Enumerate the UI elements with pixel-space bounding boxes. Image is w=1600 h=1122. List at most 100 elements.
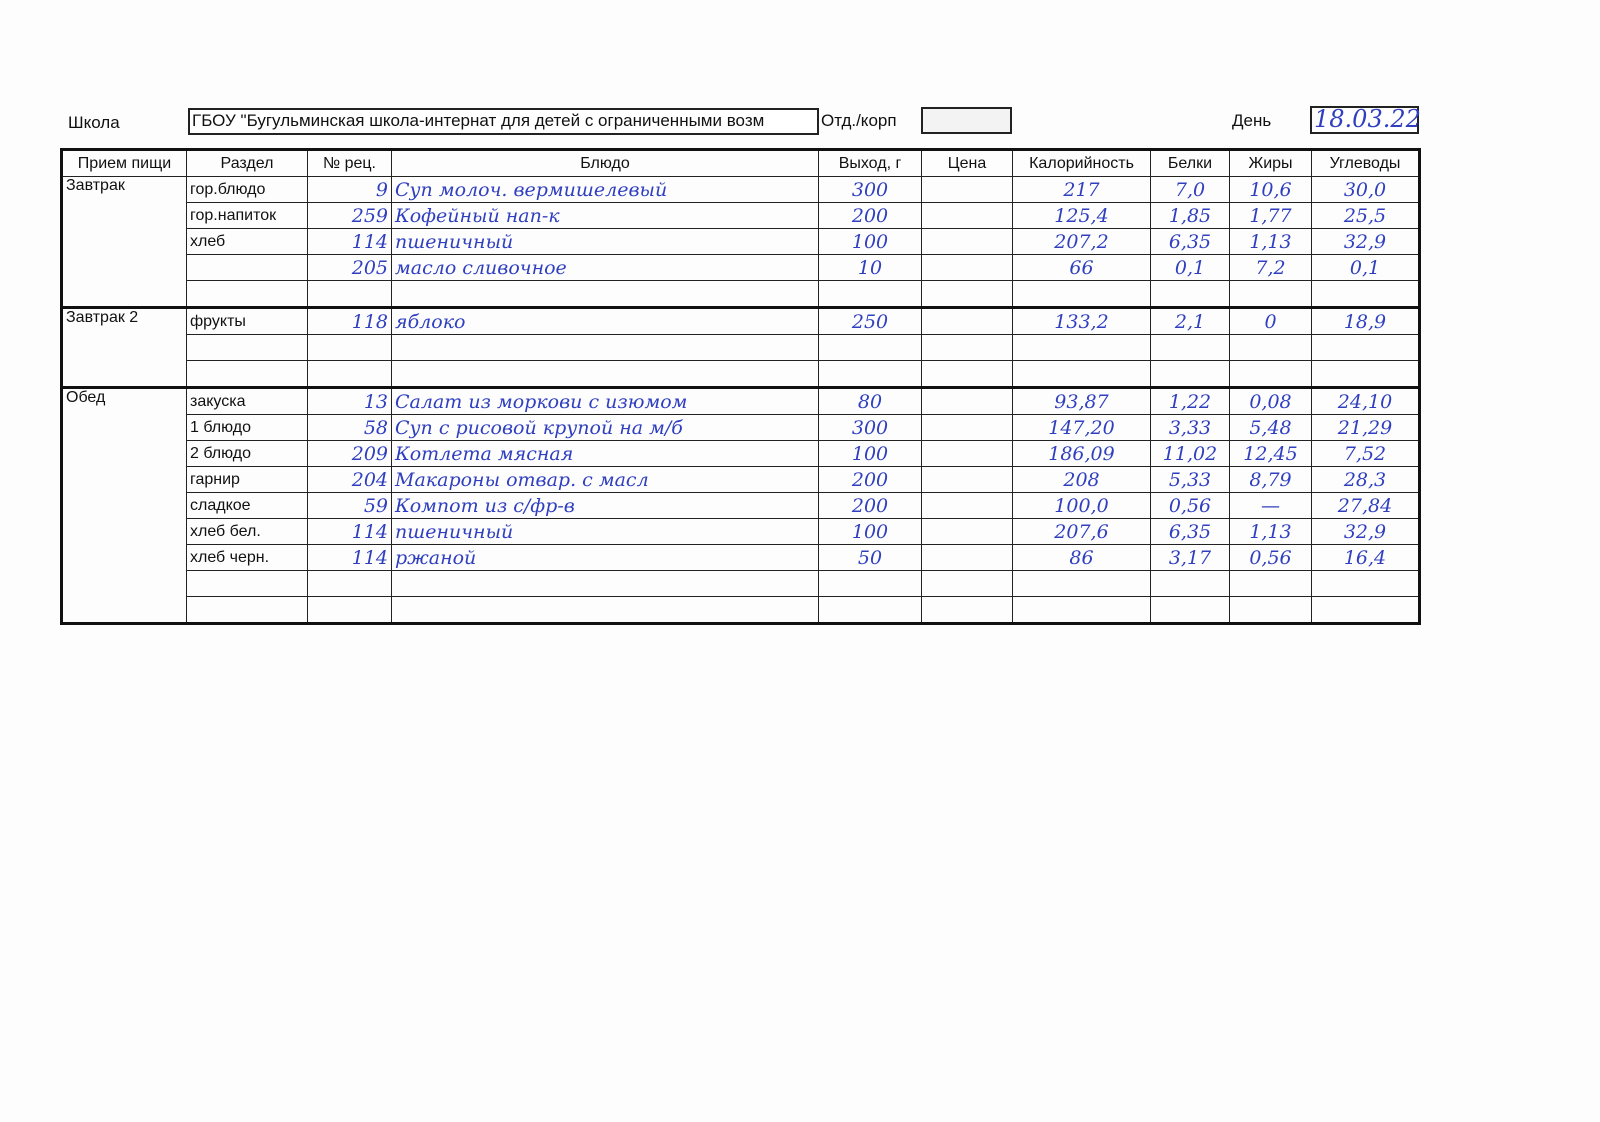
cell-yield: 200 [818, 466, 922, 493]
cell-section: гор.блюдо [186, 176, 308, 203]
cell-fat [1229, 280, 1312, 308]
school-field: ГБОУ "Бугульминская школа-интернат для д… [188, 108, 819, 135]
cell-dish: Суп молоч. вермишелевый [391, 176, 819, 203]
cell-yield: 250 [818, 306, 922, 335]
cell-kcal: 207,2 [1012, 228, 1151, 255]
cell-fat: 1,13 [1229, 228, 1312, 255]
cell-kcal: 147,20 [1012, 414, 1151, 441]
cell-section: гарнир [186, 466, 308, 493]
cell-carbs: 30,0 [1311, 176, 1420, 203]
table-header: Прием пищи Раздел № рец. Блюдо Выход, г Цена К… [61, 149, 1420, 177]
cell-kcal [1012, 596, 1151, 624]
cell-kcal: 100,0 [1012, 492, 1151, 519]
cell-carbs: 16,4 [1311, 544, 1420, 571]
cell-section [186, 570, 308, 597]
cell-protein: 3,33 [1150, 414, 1230, 441]
cell-fat: 8,79 [1229, 466, 1312, 493]
cell-yield: 300 [818, 176, 922, 203]
cell-yield: 200 [818, 492, 922, 519]
cell-carbs [1311, 596, 1420, 624]
cell-yield: 100 [818, 440, 922, 467]
column-header-fat: Жиры [1229, 149, 1312, 177]
cell-price [921, 254, 1013, 281]
cell-kcal: 93,87 [1012, 386, 1151, 415]
cell-yield [818, 360, 922, 388]
cell-section: гор.напиток [186, 202, 308, 229]
cell-carbs [1311, 570, 1420, 597]
cell-protein: 2,1 [1150, 306, 1230, 335]
table-row: хлеб черн. 114 ржаной 50 86 3,17 0,56 16,4 [62, 544, 1420, 571]
cell-carbs: 25,5 [1311, 202, 1420, 229]
cell-recipe [307, 596, 392, 624]
cell-protein [1150, 334, 1230, 361]
cell-dish: Суп с рисовой крупой на м/б [391, 414, 819, 441]
cell-dish [391, 360, 819, 388]
column-header-meal: Прием пищи [61, 149, 187, 177]
column-header-yield: Выход, г [818, 149, 922, 177]
cell-dish [391, 570, 819, 597]
cell-section [186, 280, 308, 308]
cell-yield: 100 [818, 518, 922, 545]
cell-price [921, 360, 1013, 388]
cell-dish: масло сливочное [391, 254, 819, 281]
cell-section: 2 блюдо [186, 440, 308, 467]
cell-protein [1150, 570, 1230, 597]
cell-yield: 100 [818, 228, 922, 255]
cell-dish [391, 596, 819, 624]
cell-yield: 50 [818, 544, 922, 571]
cell-fat [1229, 334, 1312, 361]
cell-yield: 200 [818, 202, 922, 229]
cell-section [186, 596, 308, 624]
cell-section: хлеб бел. [186, 518, 308, 545]
cell-recipe: 209 [307, 440, 392, 467]
cell-price [921, 518, 1013, 545]
table-row: гарнир 204 Макароны отвар. с масл 200 208 5,3… [62, 466, 1420, 493]
cell-carbs: 18,9 [1311, 306, 1420, 335]
cell-protein: 3,17 [1150, 544, 1230, 571]
cell-kcal: 66 [1012, 254, 1151, 281]
cell-dish [391, 280, 819, 308]
cell-kcal: 208 [1012, 466, 1151, 493]
cell-recipe: 114 [307, 518, 392, 545]
cell-carbs: 7,52 [1311, 440, 1420, 467]
cell-carbs: 32,9 [1311, 518, 1420, 545]
dept-field [921, 107, 1012, 134]
cell-kcal: 207,6 [1012, 518, 1151, 545]
cell-fat: 0 [1229, 306, 1312, 335]
cell-recipe: 114 [307, 544, 392, 571]
cell-protein [1150, 280, 1230, 308]
cell-carbs: 21,29 [1311, 414, 1420, 441]
cell-protein: 5,33 [1150, 466, 1230, 493]
cell-fat: 1,77 [1229, 202, 1312, 229]
cell-carbs [1311, 360, 1420, 388]
cell-fat: 12,45 [1229, 440, 1312, 467]
cell-protein [1150, 596, 1230, 624]
cell-kcal [1012, 570, 1151, 597]
cell-yield: 10 [818, 254, 922, 281]
column-header-dish: Блюдо [391, 149, 819, 177]
cell-dish: пшеничный [391, 228, 819, 255]
cell-kcal [1012, 360, 1151, 388]
cell-recipe: 259 [307, 202, 392, 229]
cell-protein: 1,22 [1150, 386, 1230, 415]
cell-fat: 0,56 [1229, 544, 1312, 571]
cell-protein: 7,0 [1150, 176, 1230, 203]
table-row: 2 блюдо 209 Котлета мясная 100 186,09 11,02 12… [62, 440, 1420, 467]
cell-recipe: 58 [307, 414, 392, 441]
cell-recipe [307, 334, 392, 361]
cell-price [921, 492, 1013, 519]
cell-dish: Салат из моркови с изюмом [391, 386, 819, 415]
cell-recipe: 13 [307, 386, 392, 415]
cell-carbs: 28,3 [1311, 466, 1420, 493]
cell-section: хлеб [186, 228, 308, 255]
cell-recipe: 118 [307, 306, 392, 335]
table-row: гор.напиток 259 Кофейный нап-к 200 125,4 1,85… [62, 202, 1420, 229]
cell-dish [391, 334, 819, 361]
day-field: 18.03.22 [1310, 106, 1421, 134]
cell-kcal: 133,2 [1012, 306, 1151, 335]
cell-recipe: 114 [307, 228, 392, 255]
meal-name: Обед [61, 386, 187, 624]
cell-fat: 7,2 [1229, 254, 1312, 281]
cell-section [186, 360, 308, 388]
meal-name: Завтрак [61, 176, 187, 308]
